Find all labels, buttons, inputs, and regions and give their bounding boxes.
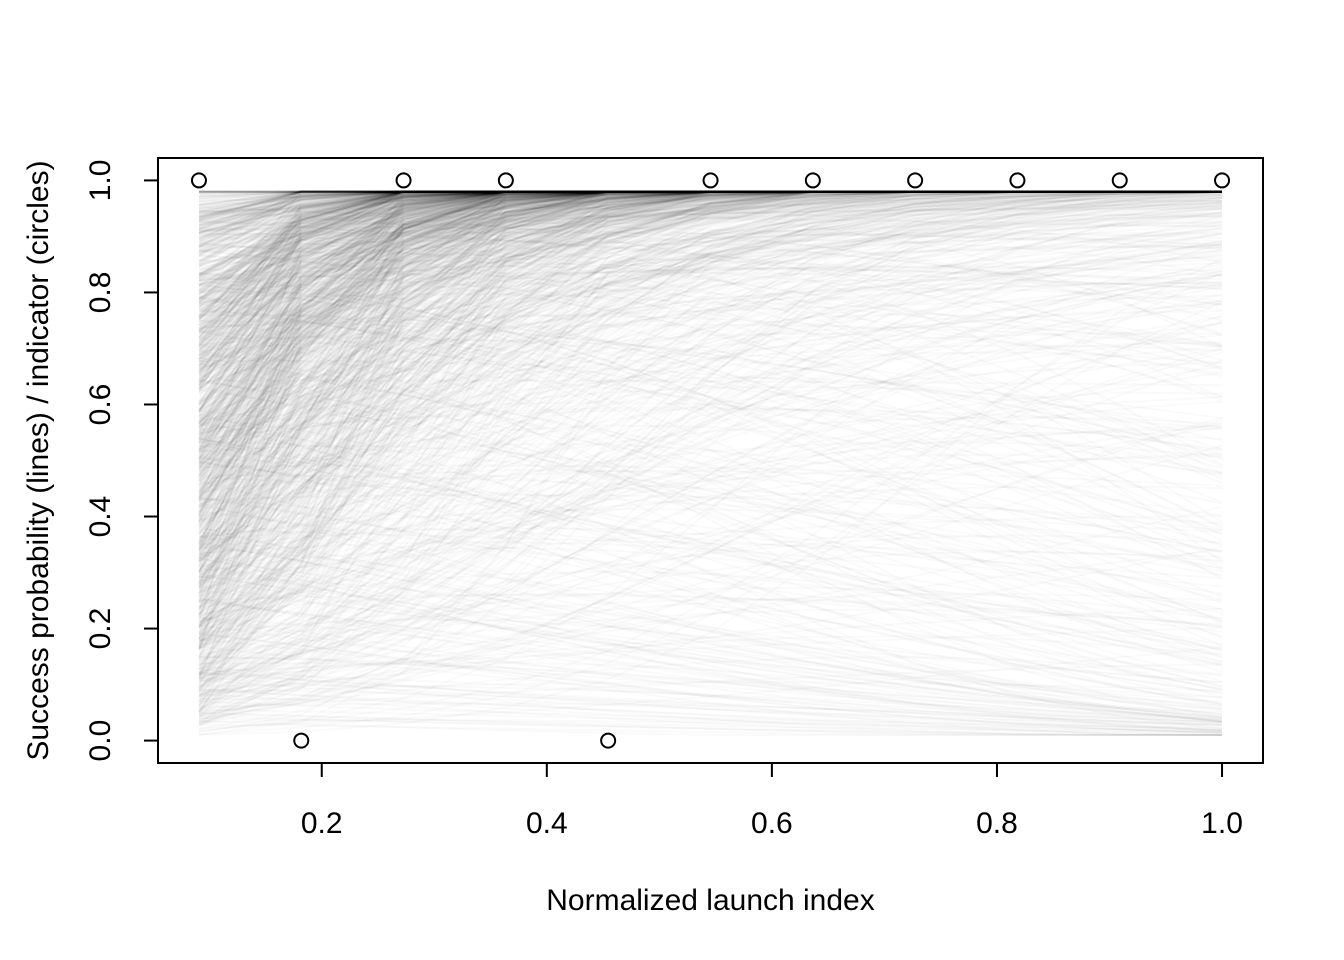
x-tick-label: 0.4	[526, 807, 568, 840]
indicator-point	[395, 172, 412, 189]
indicator-point	[1111, 172, 1128, 189]
indicator-point	[293, 732, 310, 749]
y-tick-label: 0.2	[84, 608, 117, 650]
indicator-point	[497, 172, 514, 189]
y-tick-label: 0.4	[84, 496, 117, 538]
indicator-point	[1214, 172, 1231, 189]
indicator-point	[600, 732, 617, 749]
x-tick-label: 0.8	[976, 807, 1018, 840]
y-tick-label: 0.6	[84, 384, 117, 426]
indicator-points-layer	[190, 172, 1231, 749]
y-tick-label: 0.0	[84, 720, 117, 762]
y-tick-label: 0.8	[84, 272, 117, 314]
y-axis: 0.0 0.2 0.4 0.6 0.8 1.0	[84, 160, 159, 762]
x-tick-label: 0.2	[301, 807, 343, 840]
x-axis-title: Normalized launch index	[546, 884, 875, 917]
indicator-point	[1009, 172, 1026, 189]
x-tick-label: 1.0	[1201, 807, 1243, 840]
indicator-point	[190, 172, 207, 189]
x-axis: 0.2 0.4 0.6 0.8 1.0	[301, 762, 1243, 840]
indicator-point	[907, 172, 924, 189]
y-axis-title: Success probability (lines) / indicator …	[22, 160, 55, 760]
x-tick-label: 0.6	[751, 807, 793, 840]
y-tick-label: 1.0	[84, 160, 117, 202]
posterior-lines-layer	[199, 192, 1222, 735]
indicator-point	[804, 172, 821, 189]
indicator-point	[702, 172, 719, 189]
